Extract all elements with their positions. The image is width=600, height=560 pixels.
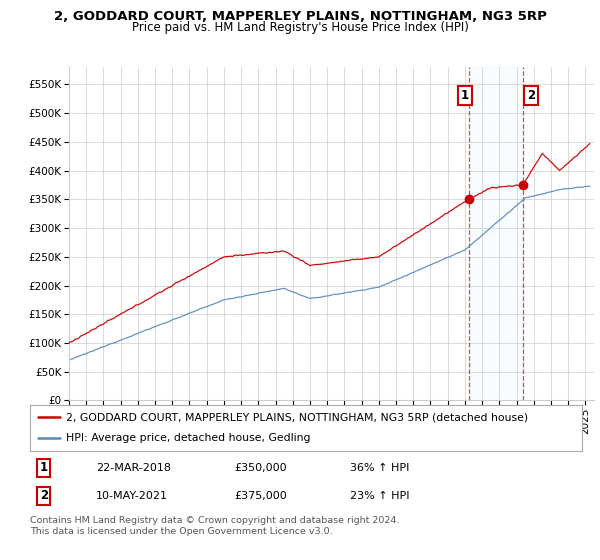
Text: 36% ↑ HPI: 36% ↑ HPI [350, 463, 410, 473]
Text: £375,000: £375,000 [234, 491, 287, 501]
Text: 2, GODDARD COURT, MAPPERLEY PLAINS, NOTTINGHAM, NG3 5RP (detached house): 2, GODDARD COURT, MAPPERLEY PLAINS, NOTT… [66, 412, 528, 422]
Text: 2, GODDARD COURT, MAPPERLEY PLAINS, NOTTINGHAM, NG3 5RP: 2, GODDARD COURT, MAPPERLEY PLAINS, NOTT… [53, 10, 547, 23]
Text: 23% ↑ HPI: 23% ↑ HPI [350, 491, 410, 501]
Text: 1: 1 [461, 90, 469, 102]
Text: HPI: Average price, detached house, Gedling: HPI: Average price, detached house, Gedl… [66, 433, 310, 444]
Text: Contains HM Land Registry data © Crown copyright and database right 2024.
This d: Contains HM Land Registry data © Crown c… [30, 516, 400, 536]
Text: 1: 1 [40, 461, 48, 474]
Text: Price paid vs. HM Land Registry's House Price Index (HPI): Price paid vs. HM Land Registry's House … [131, 21, 469, 34]
Bar [469, 67, 523, 400]
Text: 10-MAY-2021: 10-MAY-2021 [96, 491, 168, 501]
Text: £350,000: £350,000 [234, 463, 287, 473]
Text: 2: 2 [40, 489, 48, 502]
Text: 22-MAR-2018: 22-MAR-2018 [96, 463, 171, 473]
Text: 2: 2 [527, 90, 535, 102]
